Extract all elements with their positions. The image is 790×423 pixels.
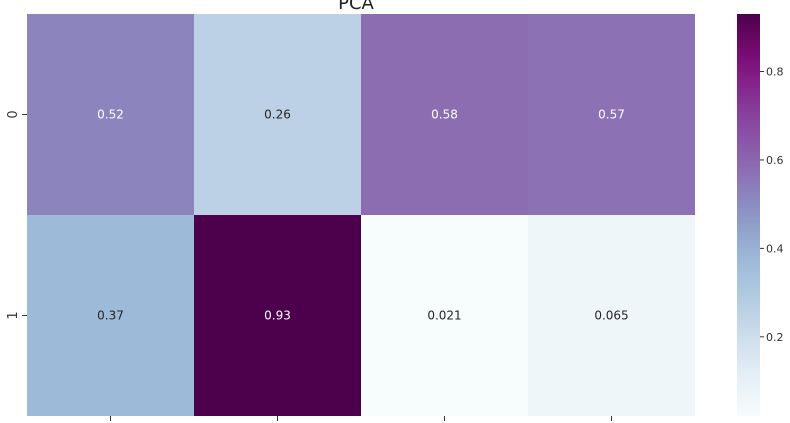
heatmap-cell: [194, 215, 361, 416]
cell-value-label: 0.57: [598, 108, 625, 122]
colorbar-ticks: 0.2 0.4 0.6 0.8: [760, 65, 784, 344]
cell-value-label: 0.93: [264, 309, 291, 323]
cell-value-label: 0.52: [97, 108, 124, 122]
heatmap-cell: [528, 215, 695, 416]
colorbar: [737, 14, 760, 416]
heatmap-cells: 0.52 0.26 0.58 0.57 0.37 0.93 0.021 0.065: [27, 14, 695, 416]
colorbar-tick-label: 0.4: [766, 242, 784, 255]
cell-value-label: 0.37: [97, 309, 124, 323]
heatmap-cell: [361, 215, 528, 416]
cell-value-label: 0.58: [431, 108, 458, 122]
y-tick-label: 1: [6, 311, 21, 319]
cell-value-label: 0.021: [427, 309, 461, 323]
heatmap-cell: [194, 14, 361, 215]
y-tick-label: 0: [6, 110, 21, 118]
cell-value-label: 0.065: [594, 309, 628, 323]
x-axis: [110, 416, 612, 421]
heatmap-cell: [528, 14, 695, 215]
colorbar-tick-label: 0.6: [766, 154, 784, 167]
heatmap-cell: [27, 215, 194, 416]
heatmap-cell: [27, 14, 194, 215]
colorbar-tick-label: 0.2: [766, 331, 784, 344]
heatmap-cell: [361, 14, 528, 215]
y-axis: 01: [6, 110, 27, 320]
colorbar-tick-label: 0.8: [766, 65, 784, 78]
cell-value-label: 0.26: [264, 108, 291, 122]
chart-title: PCA: [338, 0, 374, 14]
